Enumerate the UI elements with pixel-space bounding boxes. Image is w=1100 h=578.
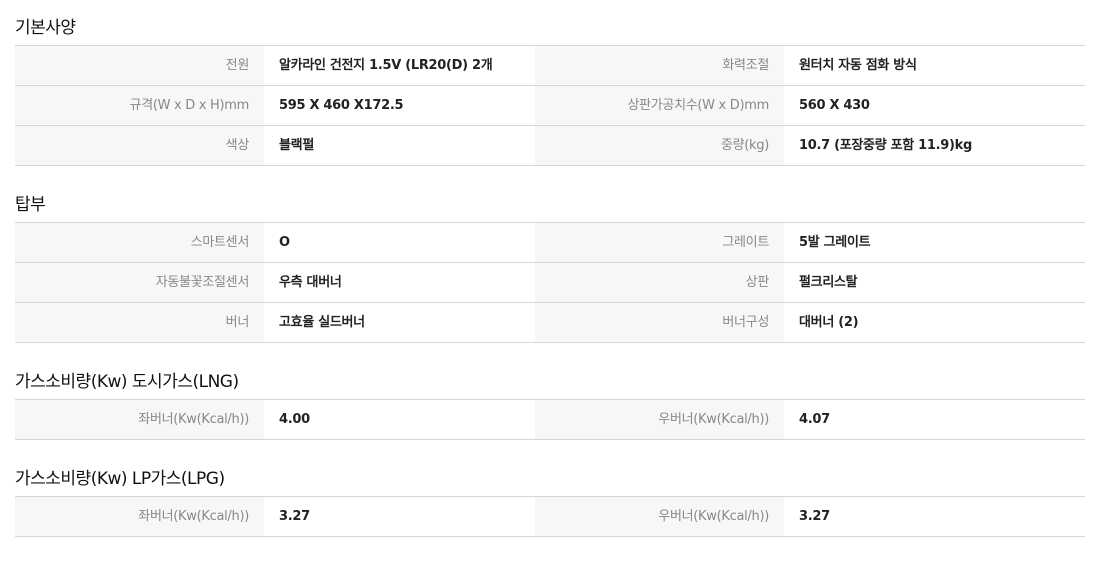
table-row: 전원 알카라인 건전지 1.5V (LR20(D) 2개 화력조절 원터치 자동 점화…: [15, 46, 1085, 86]
spec-label: 화력조절: [535, 46, 784, 85]
spec-value: 원터치 자동 점화 방식: [799, 58, 917, 73]
spec-value: 3.27: [279, 509, 310, 524]
spec-table: 좌버너(Kw(Kcal/h)) 4.00 우버너(Kw(Kcal/h)) 4.07: [15, 399, 1085, 440]
spec-label: 버너: [15, 303, 264, 342]
spec-label: 중량(kg): [535, 126, 784, 165]
table-row: 자동불꽃조절센서 우측 대버너 상판 펄크리스탈: [15, 263, 1085, 303]
spec-label: 버너구성: [535, 303, 784, 342]
spec-label: 우버너(Kw(Kcal/h)): [535, 497, 784, 536]
table-row: 색상 블랙펄 중량(kg) 10.7 (포장중량 포함 11.9)kg: [15, 126, 1085, 166]
spec-value: 10.7 (포장중량 포함 11.9)kg: [799, 138, 973, 153]
spec-value: 3.27: [799, 509, 830, 524]
section-title: 가스소비량(Kw) 도시가스(LNG): [15, 372, 239, 392]
spec-label: 상판: [535, 263, 784, 302]
spec-value: O: [279, 235, 290, 250]
spec-value: 560 X 430: [799, 98, 870, 113]
table-row: 좌버너(Kw(Kcal/h)) 3.27 우버너(Kw(Kcal/h)) 3.27: [15, 497, 1085, 537]
spec-value: 대버너 (2): [799, 315, 859, 330]
table-row: 버너 고효율 실드버너 버너구성 대버너 (2): [15, 303, 1085, 343]
spec-label: 우버너(Kw(Kcal/h)): [535, 400, 784, 439]
table-row: 스마트센서 O 그레이트 5발 그레이트: [15, 223, 1085, 263]
spec-label: 스마트센서: [15, 223, 264, 262]
spec-table: 좌버너(Kw(Kcal/h)) 3.27 우버너(Kw(Kcal/h)) 3.27: [15, 496, 1085, 537]
spec-label: 규격(W x D x H)mm: [15, 86, 264, 125]
spec-value: 우측 대버너: [279, 275, 342, 290]
spec-section: 가스소비량(Kw) LP가스(LPG) 좌버너(Kw(Kcal/h)) 3.27 우버…: [15, 440, 1085, 537]
spec-label: 상판가공치수(W x D)mm: [535, 86, 784, 125]
spec-label: 좌버너(Kw(Kcal/h)): [15, 497, 264, 536]
section-title: 기본사양: [15, 18, 76, 38]
spec-value: 5발 그레이트: [799, 235, 871, 250]
spec-label: 자동불꽃조절센서: [15, 263, 264, 302]
table-row: 규격(W x D x H)mm 595 X 460 X172.5 상판가공치수(W …: [15, 86, 1085, 126]
spec-value: 펄크리스탈: [799, 275, 858, 290]
spec-label: 좌버너(Kw(Kcal/h)): [15, 400, 264, 439]
spec-section: 가스소비량(Kw) 도시가스(LNG) 좌버너(Kw(Kcal/h)) 4.00 우버…: [15, 343, 1085, 440]
section-title: 탑부: [15, 195, 46, 215]
table-row: 좌버너(Kw(Kcal/h)) 4.00 우버너(Kw(Kcal/h)) 4.07: [15, 400, 1085, 440]
spec-value: 595 X 460 X172.5: [279, 98, 404, 113]
spec-value: 4.00: [279, 412, 310, 427]
spec-label: 전원: [15, 46, 264, 85]
spec-value: 고효율 실드버너: [279, 315, 365, 330]
spec-label: 그레이트: [535, 223, 784, 262]
section-title: 가스소비량(Kw) LP가스(LPG): [15, 469, 225, 489]
spec-table: 전원 알카라인 건전지 1.5V (LR20(D) 2개 화력조절 원터치 자동 점화…: [15, 45, 1085, 166]
spec-value: 알카라인 건전지 1.5V (LR20(D) 2개: [279, 58, 493, 73]
spec-label: 색상: [15, 126, 264, 165]
spec-value: 4.07: [799, 412, 830, 427]
spec-value: 블랙펄: [279, 138, 314, 153]
